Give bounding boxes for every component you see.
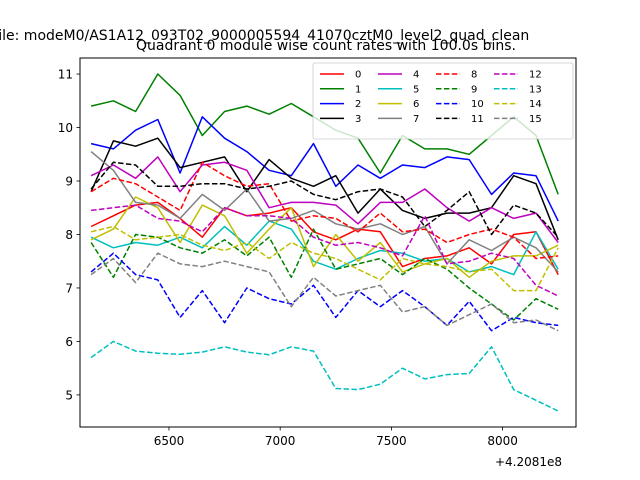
legend-label-15: 15 (529, 114, 542, 125)
legend-label-6: 6 (413, 99, 419, 110)
y-axis-ticks: 5 6 7 8 9 10 11 (58, 68, 80, 402)
y-tick-label: 11 (58, 68, 73, 82)
chart-title: Quadrant 0 module wise count rates with … (136, 38, 516, 54)
series-line-8 (90, 161, 559, 260)
legend-label-14: 14 (529, 99, 542, 110)
series-line-13 (90, 340, 559, 412)
legend-label-1: 1 (355, 84, 361, 95)
legend-label-7: 7 (413, 114, 419, 125)
series-line-9 (90, 228, 559, 321)
x-tick-label: 7500 (376, 434, 407, 448)
legend-box (312, 62, 574, 140)
plot-area (90, 73, 559, 412)
legend-label-8: 8 (471, 70, 477, 81)
legend-label-13: 13 (529, 84, 542, 95)
series-line-14 (90, 225, 559, 292)
legend-label-10: 10 (471, 99, 484, 110)
y-tick-label: 7 (65, 281, 73, 295)
y-tick-label: 6 (65, 335, 73, 349)
series-line-10 (90, 252, 559, 332)
legend-label-5: 5 (413, 84, 419, 95)
legend-label-0: 0 (355, 70, 361, 81)
legend-label-3: 3 (355, 114, 361, 125)
x-tick-label: 7000 (265, 434, 296, 448)
y-tick-label: 10 (58, 121, 73, 135)
series-line-3 (90, 137, 559, 241)
y-tick-label: 8 (65, 228, 73, 242)
figure-suptitle: n file: modeM0/AS1A12_093T02_9000005594_… (0, 28, 529, 44)
x-tick-label: 6500 (154, 434, 185, 448)
legend-label-4: 4 (413, 70, 419, 81)
series-line-11 (90, 161, 559, 238)
legend-label-11: 11 (471, 114, 484, 125)
legend-label-2: 2 (355, 99, 361, 110)
legend-label-12: 12 (529, 70, 542, 81)
x-tick-label: 8000 (487, 434, 518, 448)
series-line-12 (91, 204, 559, 297)
series-line-2 (90, 116, 559, 222)
axes-frame (79, 57, 577, 428)
series-line-15 (90, 252, 559, 332)
x-axis-offset-label: +4.2081e8 (495, 455, 562, 469)
y-tick-label: 5 (65, 388, 73, 402)
y-tick-label: 9 (65, 175, 73, 189)
x-axis-ticks: 6500 7000 7500 8000 (154, 427, 518, 448)
series-line-0 (90, 201, 559, 275)
legend-label-9: 9 (471, 84, 477, 95)
